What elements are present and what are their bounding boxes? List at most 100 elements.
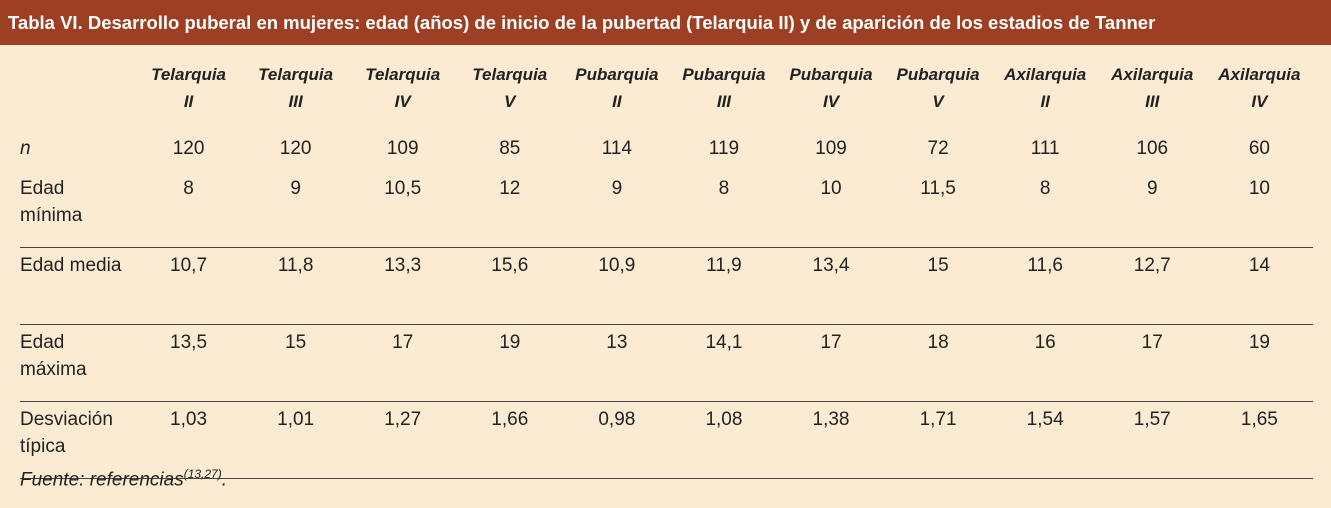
cell: 13 <box>563 324 671 402</box>
cell: 1,08 <box>670 401 778 479</box>
cell: 13,5 <box>135 324 243 402</box>
data-table: Telarquia II Telarquia III Telarquia IV Telarq… <box>20 57 1313 479</box>
column-header-line: Pubarquia <box>896 65 980 84</box>
cell: 1,54 <box>991 401 1099 479</box>
column-header-line: Telarquia <box>365 65 441 84</box>
column-header: Pubarquia II <box>563 57 670 133</box>
cell: 18 <box>884 324 992 402</box>
cell: 15,6 <box>456 247 564 325</box>
row-label: Edad máxima <box>20 324 135 402</box>
cell: 8 <box>135 171 243 248</box>
column-header-line: Pubarquia <box>682 65 766 84</box>
cell: 10,9 <box>563 247 671 325</box>
cell: 8 <box>991 171 1099 248</box>
cell: 10,7 <box>135 247 243 325</box>
column-header-line: II <box>612 92 622 111</box>
table-row: Edad máxima 13,5 15 17 19 13 14,1 17 18 16 17 19 <box>20 324 1313 402</box>
column-header-line: Telarquia <box>258 65 334 84</box>
column-header: Telarquia V <box>456 57 563 133</box>
column-header-line: IV <box>822 92 840 111</box>
cell: 1,03 <box>135 401 243 479</box>
cell: 1,66 <box>456 401 564 479</box>
cell: 11,6 <box>991 247 1099 325</box>
column-header: Pubarquia V <box>885 57 992 133</box>
header-row: Telarquia II Telarquia III Telarquia IV Telarq… <box>20 57 1313 133</box>
column-header-line: II <box>183 92 194 111</box>
cell: 17 <box>777 324 885 402</box>
cell: 109 <box>386 138 419 159</box>
column-header: Telarquia II <box>135 57 242 133</box>
cell: 17 <box>349 324 457 402</box>
cell: 1,71 <box>884 401 992 479</box>
cell: 12 <box>456 171 564 248</box>
cell: 1,27 <box>349 401 457 479</box>
cell: 13,3 <box>349 247 457 325</box>
cell: 85 <box>499 138 521 159</box>
cell: 12,7 <box>1098 247 1206 325</box>
column-header: Telarquia IV <box>349 57 456 133</box>
corner <box>20 57 135 133</box>
row-label: Edad mínima <box>20 171 135 248</box>
cell: 109 <box>815 138 847 159</box>
row-label: Edad media <box>20 247 135 325</box>
cell: 8 <box>670 171 778 248</box>
column-header-line: IV <box>1251 92 1268 111</box>
cell: 15 <box>884 247 992 325</box>
cell: 11,8 <box>242 247 350 325</box>
footnote-reference: (13,27) <box>183 467 222 481</box>
column-header-line: V <box>504 92 516 111</box>
column-header-line: Axilarquia <box>1111 65 1194 84</box>
column-header-line: Pubarquia <box>789 65 873 84</box>
cell: 19 <box>456 324 564 402</box>
cell: 9 <box>563 171 671 248</box>
cell: 120 <box>172 138 205 159</box>
cell: 114 <box>601 138 632 159</box>
table-title: Tabla VI. Desarrollo puberal en mujeres:… <box>0 0 1331 45</box>
column-header-line: Telarquia <box>151 65 227 84</box>
cell: 14 <box>1205 247 1313 325</box>
column-header-line: Telarquia <box>472 65 548 84</box>
cell: 1,38 <box>777 401 885 479</box>
cell: 1,57 <box>1098 401 1206 479</box>
footnote-text: Fuente: referencias <box>20 469 184 491</box>
column-header-line: Pubarquia <box>575 65 659 84</box>
column-header-line: Axilarquia <box>1218 65 1301 84</box>
cell: 9 <box>1098 171 1206 248</box>
row-label: Desviación típica <box>20 401 135 479</box>
cell: 1,65 <box>1205 401 1313 479</box>
table-row: Edad media 10,7 11,8 13,3 15,6 10,9 11,9 13,4 15… <box>20 247 1313 325</box>
column-header-line: III <box>1145 92 1160 111</box>
cell: 106 <box>1136 138 1169 159</box>
column-header: Axilarquia IV <box>1206 57 1313 133</box>
column-header-line: IV <box>394 92 411 111</box>
cell: 9 <box>242 171 350 248</box>
column-header: Telarquia III <box>242 57 349 133</box>
cell: 0,98 <box>563 401 671 479</box>
column-header-line: III <box>288 92 303 111</box>
cell: 10,5 <box>349 171 457 248</box>
table-row: n 120 120 109 85 114 119 109 72 111 106 60 <box>20 133 1313 171</box>
footnote-end: . <box>221 469 228 491</box>
cell: 19 <box>1205 324 1313 402</box>
column-header-line: III <box>716 92 732 111</box>
cell: 13,4 <box>777 247 885 325</box>
column-header-line: V <box>932 92 944 111</box>
cell: 16 <box>991 324 1099 402</box>
column-header: Axilarquia III <box>1099 57 1206 133</box>
cell: 17 <box>1098 324 1206 402</box>
cell: 60 <box>1248 138 1270 159</box>
column-header-line: Axilarquia <box>1004 65 1087 84</box>
cell: 111 <box>1030 138 1060 159</box>
cell: 15 <box>242 324 350 402</box>
cell: 72 <box>927 138 949 159</box>
cell: 10 <box>1205 171 1313 248</box>
footnote: Fuente: referencias(13,27). <box>20 467 227 491</box>
cell: 1,01 <box>242 401 350 479</box>
cell: 14,1 <box>670 324 778 402</box>
table-row: Edad mínima 8 9 10,5 12 9 8 10 11,5 8 9 10 <box>20 171 1313 248</box>
cell: 11,5 <box>884 171 992 248</box>
row-label: n <box>20 138 31 159</box>
cell: 120 <box>279 138 312 159</box>
column-header: Axilarquia II <box>992 57 1099 133</box>
